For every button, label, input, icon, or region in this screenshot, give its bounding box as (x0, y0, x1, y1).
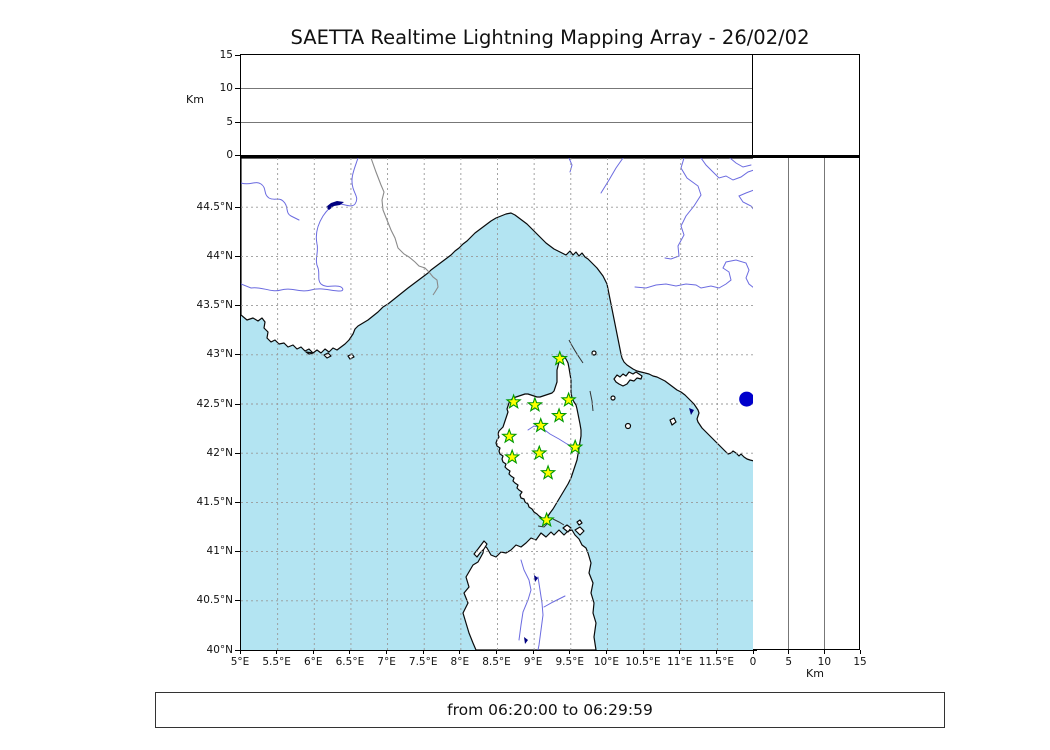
lon-tick-label: 10.5°E (625, 656, 661, 668)
lat-tick-label: 43.5°N (196, 299, 233, 312)
lon-tick-label: 8.5°E (482, 656, 511, 668)
lightning-event-dot (739, 391, 754, 407)
lon-tick-label: 7°E (377, 656, 396, 668)
station-star-marker (532, 417, 549, 433)
tick-mark (788, 650, 790, 654)
altitude-tick-label: 15 (219, 49, 233, 61)
lon-tick-label: 9.5°E (555, 656, 585, 668)
elba-island (613, 371, 643, 387)
lon-tick-label: 5.5°E (262, 656, 291, 668)
station-markers (501, 350, 584, 528)
altitude-latitude-panel (753, 158, 860, 650)
rivers (241, 158, 754, 650)
altitude-longitude-panel (240, 54, 753, 158)
lon-tick-label: 7.5°E (408, 656, 438, 668)
country-border-line (370, 158, 439, 296)
altitude-tick-label: 10 (219, 82, 233, 95)
lon-tick-label: 11.5°E (698, 656, 734, 668)
lat-tick-label: 42°N (206, 446, 233, 459)
corner-box (753, 54, 860, 158)
altitude-gridline-10km (241, 88, 752, 90)
km-tick-label: 0 (749, 656, 757, 668)
km-tick-label: 5 (785, 656, 792, 668)
lon-tick-label: 5°E (230, 656, 250, 668)
asinara-island (473, 540, 488, 558)
station-star-marker (560, 391, 577, 408)
map-panel (240, 158, 757, 651)
altitude-tick-label: 5 (226, 115, 233, 128)
station-star-marker (501, 427, 518, 444)
station-star-marker (526, 396, 544, 412)
station-star-marker (538, 511, 555, 528)
sardinia-coast (462, 529, 597, 650)
event-dot (739, 391, 754, 407)
station-star-marker (505, 393, 522, 409)
lat-tick-label: 41°N (206, 545, 233, 558)
station-star-marker (551, 350, 568, 366)
right-axis-km-label: Km (806, 667, 824, 680)
small-island-1 (610, 395, 616, 401)
giglio-island (669, 417, 677, 426)
km-tick-label: 15 (853, 656, 867, 668)
tick-mark (823, 650, 825, 654)
coastal-line-features (537, 339, 594, 528)
gorgona-island (591, 350, 597, 356)
time-range-text: from 06:20:00 to 06:29:59 (447, 701, 653, 719)
lon-tick-label: 11°E (667, 656, 693, 668)
station-star-marker (539, 464, 557, 480)
tick-mark (859, 650, 861, 654)
station-star-marker (531, 444, 548, 461)
lat-tick-label: 41.5°N (196, 495, 233, 508)
time-range-box: from 06:20:00 to 06:29:59 (155, 692, 945, 728)
station-star-marker (550, 407, 568, 423)
page-title: SAETTA Realtime Lightning Mapping Array … (290, 26, 810, 49)
altitude-gridline-5km (241, 121, 752, 123)
lon-tick-label: 6°E (303, 656, 323, 668)
lat-tick-label: 43°N (206, 348, 233, 361)
altitude-gridline-5km-v (788, 158, 790, 649)
lon-tick-label: 10°E (593, 656, 620, 668)
lat-tick-label: 40.5°N (196, 594, 233, 607)
lat-tick-label: 44.5°N (196, 200, 233, 213)
station-star-marker (503, 448, 521, 465)
landmasses (241, 158, 754, 650)
lon-tick-label: 8°E (450, 656, 470, 668)
lakes (326, 201, 694, 644)
pianosa-island (624, 422, 632, 430)
altitude-gridline-10km-v (823, 158, 825, 649)
marseille-islets (305, 351, 355, 360)
station-star-marker (567, 438, 584, 455)
lon-tick-label: 9°E (523, 656, 543, 668)
lon-tick-label: 6.5°E (335, 656, 365, 668)
altitude-tick-label: 0 (226, 149, 233, 161)
lat-tick-label: 42.5°N (196, 397, 233, 410)
mainland-coast (241, 158, 754, 462)
top-axis-km-label: Km (186, 93, 204, 106)
map-canvas (241, 158, 754, 650)
lat-tick-label: 44°N (206, 249, 233, 262)
lat-tick-label: 40°N (206, 643, 233, 656)
